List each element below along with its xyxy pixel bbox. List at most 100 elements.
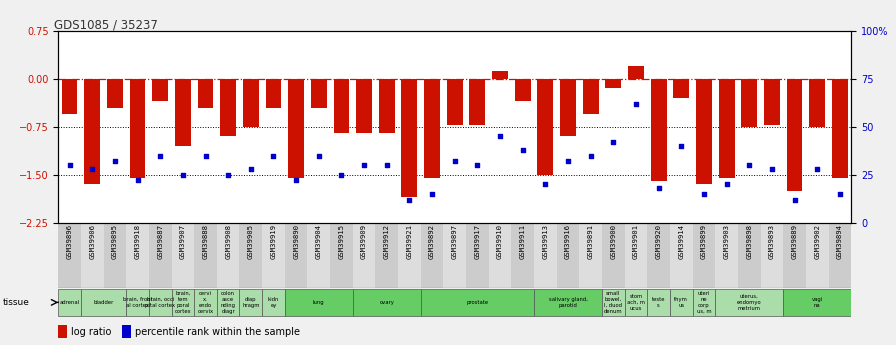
Bar: [265, 79, 281, 108]
Bar: [263, 289, 285, 316]
Bar: [58, 223, 81, 288]
Bar: [741, 79, 757, 127]
Text: GSM39893: GSM39893: [769, 225, 775, 259]
Text: GSM39899: GSM39899: [701, 225, 707, 259]
Text: salivary gland,
parotid: salivary gland, parotid: [548, 297, 588, 308]
Bar: [829, 223, 851, 288]
Text: GDS1085 / 35237: GDS1085 / 35237: [55, 18, 159, 31]
Text: GSM39912: GSM39912: [383, 225, 390, 259]
Point: [674, 143, 688, 149]
Text: GSM39892: GSM39892: [429, 225, 435, 259]
Text: brain, occi
pital cortex: brain, occi pital cortex: [145, 297, 176, 308]
Bar: [149, 223, 171, 288]
Bar: [582, 79, 599, 114]
Text: ovary: ovary: [379, 300, 394, 305]
Bar: [670, 223, 693, 288]
Point: [85, 166, 99, 172]
Bar: [650, 79, 667, 181]
Bar: [470, 79, 486, 125]
Bar: [628, 66, 644, 79]
Text: GSM39907: GSM39907: [180, 225, 185, 259]
Text: prostate: prostate: [466, 300, 488, 305]
Bar: [421, 223, 444, 288]
Bar: [783, 223, 806, 288]
Bar: [719, 79, 735, 178]
Point: [742, 162, 756, 168]
Text: bladder: bladder: [93, 300, 114, 305]
Text: GSM39920: GSM39920: [656, 225, 661, 259]
Text: uterus,
endomyo
metrium: uterus, endomyo metrium: [737, 294, 762, 311]
Text: percentile rank within the sample: percentile rank within the sample: [134, 327, 299, 337]
Bar: [220, 79, 236, 136]
Bar: [126, 289, 149, 316]
Text: GSM39889: GSM39889: [791, 225, 797, 259]
Bar: [492, 71, 508, 79]
Bar: [398, 223, 421, 288]
Bar: [126, 223, 149, 288]
Point: [764, 166, 779, 172]
Text: GSM39896: GSM39896: [66, 225, 73, 259]
Bar: [171, 223, 194, 288]
Text: small
bowel,
I, duod
denum: small bowel, I, duod denum: [604, 291, 623, 314]
Bar: [84, 79, 100, 184]
Bar: [239, 289, 263, 316]
Bar: [81, 223, 104, 288]
Text: GSM39909: GSM39909: [361, 225, 367, 259]
Point: [515, 147, 530, 152]
Text: GSM39915: GSM39915: [339, 225, 344, 259]
Bar: [602, 223, 625, 288]
Bar: [534, 289, 602, 316]
Text: GSM39897: GSM39897: [452, 225, 458, 259]
Bar: [285, 289, 353, 316]
Text: log ratio: log ratio: [71, 327, 111, 337]
Text: GSM39898: GSM39898: [746, 225, 753, 259]
Text: colon
asce
nding
diagr: colon asce nding diagr: [220, 291, 236, 314]
Bar: [289, 79, 304, 178]
Bar: [538, 79, 553, 175]
Point: [402, 197, 417, 202]
Text: GSM39903: GSM39903: [724, 225, 729, 259]
Text: lung: lung: [313, 300, 324, 305]
Bar: [787, 79, 803, 191]
Bar: [239, 223, 263, 288]
Bar: [647, 289, 670, 316]
Bar: [149, 289, 171, 316]
Bar: [379, 79, 394, 133]
Bar: [217, 223, 239, 288]
Text: diap
hragm: diap hragm: [242, 297, 260, 308]
Bar: [444, 223, 466, 288]
Point: [244, 166, 258, 172]
Point: [63, 162, 77, 168]
Bar: [693, 289, 715, 316]
Text: GSM39887: GSM39887: [157, 225, 163, 259]
Text: GSM39894: GSM39894: [837, 225, 843, 259]
Text: GSM39908: GSM39908: [225, 225, 231, 259]
Bar: [333, 79, 349, 133]
Bar: [58, 289, 81, 316]
Bar: [534, 223, 556, 288]
Bar: [107, 79, 123, 108]
Bar: [488, 223, 512, 288]
Bar: [353, 223, 375, 288]
Text: GSM39901: GSM39901: [633, 225, 639, 259]
Bar: [466, 223, 488, 288]
Text: GSM39921: GSM39921: [407, 225, 412, 259]
Bar: [515, 79, 530, 101]
Text: GSM39906: GSM39906: [90, 225, 95, 259]
Bar: [375, 223, 398, 288]
Bar: [715, 289, 783, 316]
Bar: [330, 223, 353, 288]
Point: [606, 139, 620, 145]
Bar: [122, 325, 131, 338]
Bar: [194, 223, 217, 288]
Bar: [307, 223, 330, 288]
Bar: [243, 79, 259, 127]
Text: GSM39910: GSM39910: [497, 225, 503, 259]
Bar: [62, 79, 77, 114]
Bar: [764, 79, 780, 125]
Bar: [357, 79, 372, 133]
Bar: [761, 223, 783, 288]
Bar: [58, 325, 67, 338]
Text: GSM39890: GSM39890: [293, 225, 299, 259]
Bar: [81, 289, 126, 316]
